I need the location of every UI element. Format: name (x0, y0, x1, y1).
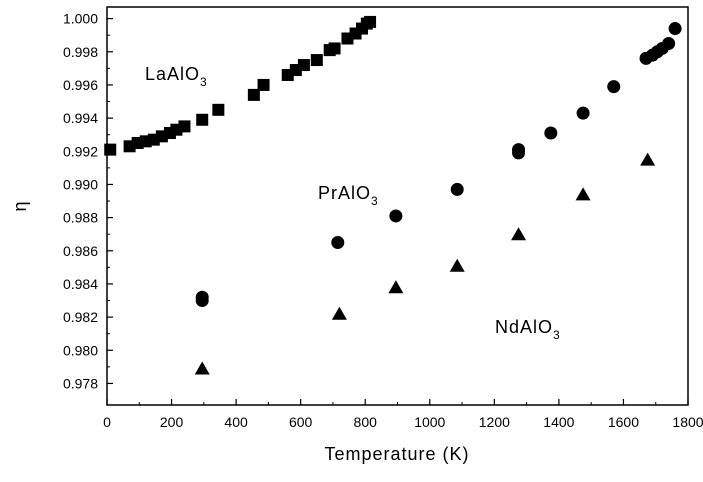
point-laalo3 (178, 120, 191, 133)
series-label-pralo3: PrAlO3 (318, 183, 379, 208)
point-pralo3 (668, 22, 682, 36)
point-laalo3 (257, 78, 270, 91)
x-axis-title: Temperature (K) (324, 444, 469, 464)
x-tick-label: 1200 (479, 414, 510, 430)
point-ndalo3 (511, 227, 527, 241)
y-tick-label: 0.990 (63, 176, 98, 192)
point-pralo3 (195, 290, 209, 304)
point-ndalo3 (640, 152, 656, 166)
point-ndalo3 (388, 280, 404, 294)
point-laalo3 (328, 42, 341, 55)
point-laalo3 (104, 143, 117, 156)
x-tick-label: 1800 (672, 414, 703, 430)
y-tick-label: 0.996 (63, 77, 98, 93)
x-tick-label: 600 (289, 414, 313, 430)
point-laalo3 (310, 54, 323, 67)
point-ndalo3 (575, 187, 591, 201)
point-pralo3 (331, 235, 345, 249)
point-pralo3 (450, 182, 464, 196)
point-pralo3 (607, 80, 621, 94)
point-ndalo3 (194, 361, 210, 375)
y-tick-label: 0.980 (63, 342, 98, 358)
point-laalo3 (163, 127, 176, 140)
point-ndalo3 (449, 258, 465, 272)
y-tick-label: 0.994 (63, 110, 98, 126)
point-laalo3 (212, 103, 225, 116)
y-tick-label: 0.992 (63, 143, 98, 159)
point-laalo3 (247, 88, 260, 101)
point-pralo3 (389, 209, 403, 223)
data-marks (104, 15, 682, 375)
y-tick-label: 0.978 (63, 375, 98, 391)
point-pralo3 (662, 36, 676, 50)
y-tick-label: 0.984 (63, 276, 98, 292)
x-tick-label: 200 (160, 414, 184, 430)
series-label-ndalo3: NdAlO3 (495, 317, 561, 342)
y-tick-label: 1.000 (63, 11, 98, 27)
point-laalo3 (196, 113, 209, 126)
axis-ticks: 0 200 400 600 800 1000 1200 1400 1600 1800 0.978 0.… (63, 11, 703, 430)
point-pralo3 (512, 143, 526, 157)
x-tick-label: 1600 (608, 414, 639, 430)
x-tick-label: 0 (103, 414, 111, 430)
y-axis-title: η (10, 200, 30, 211)
point-laalo3 (297, 59, 310, 72)
point-pralo3 (544, 126, 558, 140)
y-tick-label: 0.986 (63, 243, 98, 259)
x-tick-label: 1000 (414, 414, 445, 430)
x-tick-label: 1400 (543, 414, 574, 430)
y-tick-label: 0.982 (63, 309, 98, 325)
series-label-laalo3: LaAlO3 (145, 64, 208, 89)
point-laalo3 (364, 15, 377, 28)
x-tick-label: 400 (224, 414, 248, 430)
point-pralo3 (576, 106, 590, 120)
x-tick-label: 800 (354, 414, 378, 430)
y-tick-label: 0.998 (63, 44, 98, 60)
point-ndalo3 (331, 306, 347, 320)
y-tick-label: 0.988 (63, 210, 98, 226)
